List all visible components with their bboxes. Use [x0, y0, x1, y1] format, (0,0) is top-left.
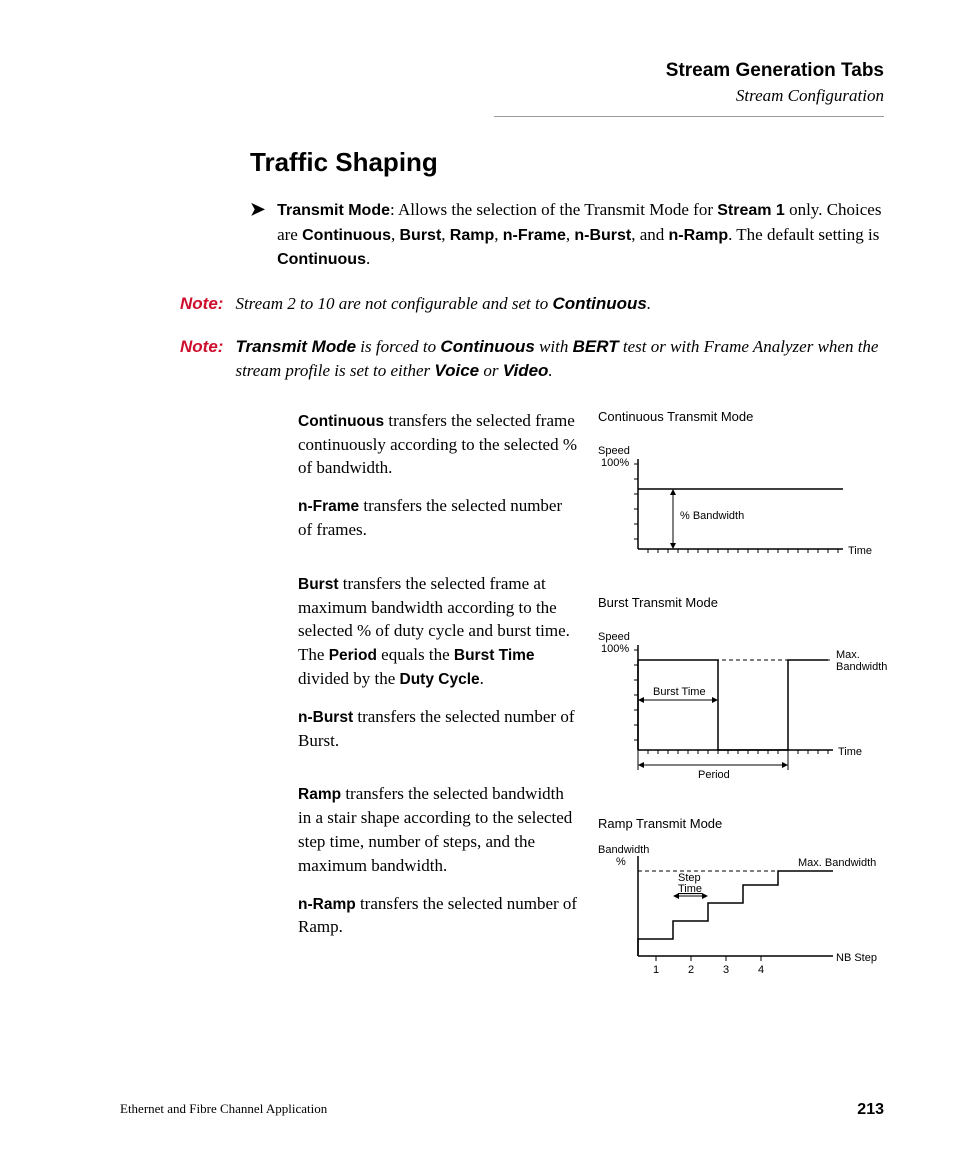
svg-text:% Bandwidth: % Bandwidth — [680, 510, 744, 522]
svg-text:100%: 100% — [601, 643, 629, 655]
term: Continuous — [277, 251, 366, 268]
term: Transmit Mode — [277, 202, 390, 219]
description-columns: Continuous transfers the selected frame … — [298, 409, 884, 1012]
chart-title: Continuous Transmit Mode — [598, 409, 888, 424]
note-1: Note: Stream 2 to 10 are not configurabl… — [180, 292, 884, 317]
footer: Ethernet and Fibre Channel Application 2… — [120, 1101, 884, 1119]
term: n-Ramp — [669, 227, 729, 244]
svg-text:Time: Time — [848, 545, 872, 557]
term: n-Ramp — [298, 896, 356, 913]
chart-title: Ramp Transmit Mode — [598, 816, 888, 831]
chart-svg: Speed 100% Max. Bandwidth — [598, 620, 888, 785]
section-heading: Traffic Shaping — [250, 147, 884, 178]
term: Voice — [434, 361, 479, 380]
term: Duty Cycle — [400, 671, 480, 688]
term: Ramp — [450, 227, 494, 244]
term: Period — [329, 647, 377, 664]
svg-text:100%: 100% — [601, 457, 629, 469]
svg-text:Max.: Max. — [836, 649, 860, 661]
chart-burst: Burst Transmit Mode Speed 100% — [598, 595, 888, 788]
bullet-text: Transmit Mode: Allows the selection of t… — [277, 198, 884, 272]
svg-text:Max. Bandwidth: Max. Bandwidth — [798, 857, 876, 869]
term: n-Burst — [298, 709, 353, 726]
term: n-Frame — [503, 227, 566, 244]
note-2: Note: Transmit Mode is forced to Continu… — [180, 335, 884, 384]
term: n-Burst — [574, 227, 631, 244]
term: Ramp — [298, 786, 341, 803]
header-subtitle: Stream Configuration — [120, 86, 884, 106]
chart-continuous: Continuous Transmit Mode Speed 100% — [598, 409, 888, 567]
svg-text:Time: Time — [678, 883, 702, 895]
svg-text:1: 1 — [653, 964, 659, 976]
term: Continuous — [302, 227, 391, 244]
bullet-icon: ➤ — [250, 198, 265, 272]
term: Transmit Mode — [235, 337, 356, 356]
term: n-Frame — [298, 498, 359, 515]
chart-svg: Bandwidth % Max. Bandwidth Step Time — [598, 841, 888, 981]
chart-ramp: Ramp Transmit Mode Bandwidth % Max. Band… — [598, 816, 888, 984]
note-text: Stream 2 to 10 are not configurable and … — [235, 292, 651, 317]
svg-text:Bandwidth: Bandwidth — [598, 844, 649, 856]
chart-svg: Speed 100% — [598, 434, 878, 564]
term: Stream 1 — [717, 202, 785, 219]
bullet-item: ➤ Transmit Mode: Allows the selection of… — [250, 198, 884, 272]
svg-text:2: 2 — [688, 964, 694, 976]
svg-text:NB Step: NB Step — [836, 952, 877, 964]
svg-text:3: 3 — [723, 964, 729, 976]
term: Continuous — [298, 413, 384, 430]
term: Burst — [399, 227, 441, 244]
svg-text:Period: Period — [698, 769, 730, 781]
svg-text:Speed: Speed — [598, 631, 630, 643]
term: Video — [503, 361, 549, 380]
term: Continuous — [440, 337, 534, 356]
header-rule — [494, 116, 884, 117]
term: Burst Time — [454, 647, 535, 664]
page-number: 213 — [857, 1101, 884, 1119]
term: Continuous — [552, 294, 646, 313]
page: Stream Generation Tabs Stream Configurat… — [0, 0, 954, 1159]
note-label: Note: — [180, 335, 223, 384]
charts-column: Continuous Transmit Mode Speed 100% — [598, 409, 888, 1012]
description-text: Continuous transfers the selected frame … — [298, 409, 578, 1012]
chart-title: Burst Transmit Mode — [598, 595, 888, 610]
note-label: Note: — [180, 292, 223, 317]
svg-text:Time: Time — [838, 746, 862, 758]
header-title: Stream Generation Tabs — [120, 60, 884, 82]
svg-text:4: 4 — [758, 964, 764, 976]
header: Stream Generation Tabs Stream Configurat… — [120, 60, 884, 106]
term: Burst — [298, 576, 338, 593]
term: BERT — [573, 337, 619, 356]
svg-text:Bandwidth: Bandwidth — [836, 661, 887, 673]
svg-text:Burst Time: Burst Time — [653, 686, 706, 698]
note-text: Transmit Mode is forced to Continuous wi… — [235, 335, 884, 384]
svg-text:%: % — [616, 856, 626, 868]
footer-title: Ethernet and Fibre Channel Application — [120, 1101, 327, 1119]
svg-text:Speed: Speed — [598, 445, 630, 457]
